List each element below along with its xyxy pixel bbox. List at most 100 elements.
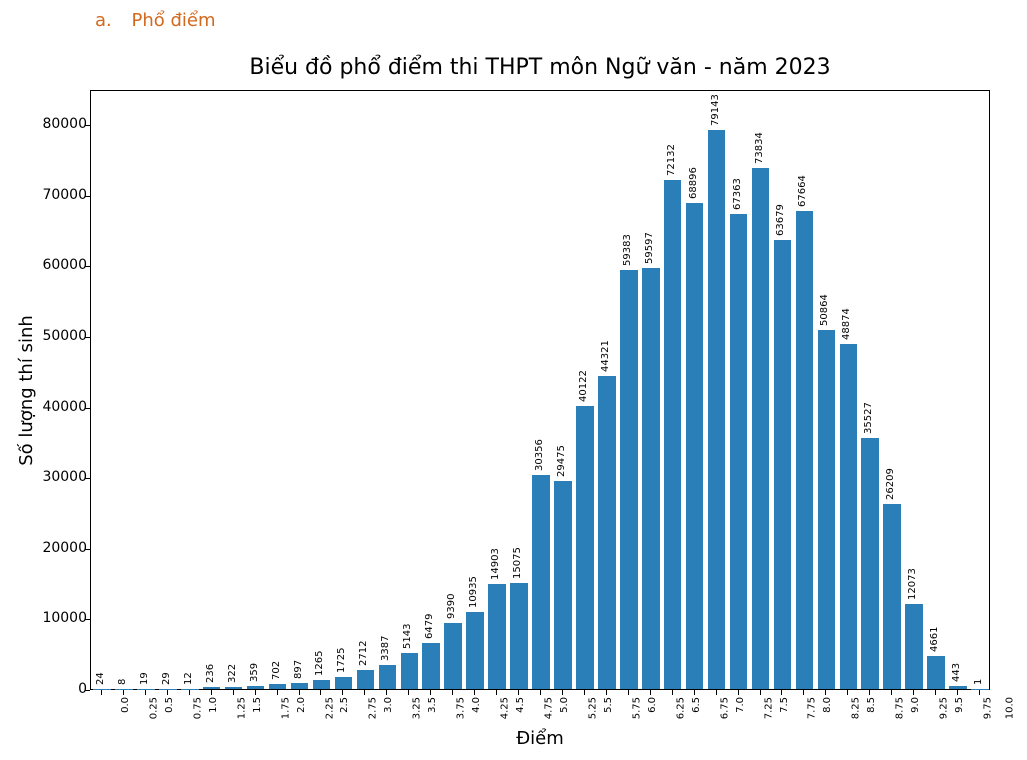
- x-tick-mark: [562, 690, 563, 695]
- bar-value-label: 48874: [841, 308, 852, 340]
- bar-value-label: 73834: [754, 132, 765, 164]
- bar-value-label: 236: [205, 664, 216, 683]
- x-tick-label: 0.25: [148, 697, 159, 719]
- bar-value-label: 24: [95, 672, 106, 685]
- x-tick-label: 8.0: [822, 697, 833, 713]
- x-tick-label: 7.25: [763, 697, 774, 719]
- x-tick-label: 0.5: [164, 697, 175, 713]
- section-heading: a. Phổ điểm: [95, 10, 216, 31]
- x-tick-label: 9.0: [910, 697, 921, 713]
- bar: [686, 203, 704, 689]
- x-tick-label: 8.25: [851, 697, 862, 719]
- bar: [247, 686, 265, 689]
- x-tick-label: 7.0: [735, 697, 746, 713]
- bar: [93, 689, 111, 690]
- x-tick-mark: [957, 690, 958, 695]
- x-tick-label: 1.5: [252, 697, 263, 713]
- bar: [927, 656, 945, 689]
- x-tick-mark: [760, 690, 761, 695]
- x-tick-mark: [474, 690, 475, 695]
- bar-value-label: 29475: [556, 445, 567, 477]
- bar: [203, 687, 221, 689]
- bar-value-label: 4661: [929, 627, 940, 652]
- x-tick-mark: [123, 690, 124, 695]
- bar-value-label: 12073: [907, 568, 918, 600]
- x-tick-label: 1.25: [236, 697, 247, 719]
- x-tick-label: 5.75: [631, 697, 642, 719]
- x-tick-mark: [233, 690, 234, 695]
- x-tick-label: 0.75: [192, 697, 203, 719]
- bar: [444, 623, 462, 689]
- bar-value-label: 5143: [402, 623, 413, 648]
- x-tick-mark: [913, 690, 914, 695]
- x-tick-label: 4.75: [543, 697, 554, 719]
- x-tick-label: 4.25: [499, 697, 510, 719]
- bar-value-label: 63679: [775, 204, 786, 236]
- y-tick-label: 20000: [17, 540, 87, 556]
- bar-value-label: 79143: [710, 95, 721, 127]
- bar: [379, 665, 397, 689]
- bar-value-label: 322: [227, 664, 238, 683]
- x-tick-label: 0.0: [120, 697, 131, 713]
- x-tick-label: 8.75: [895, 697, 906, 719]
- bar-value-label: 30356: [534, 439, 545, 471]
- bar-value-label: 2712: [358, 640, 369, 665]
- bar-value-label: 1725: [336, 647, 347, 672]
- bar: [466, 612, 484, 689]
- x-tick-mark: [430, 690, 431, 695]
- x-tick-mark: [101, 690, 102, 695]
- x-tick-label: 3.25: [412, 697, 423, 719]
- bar-value-label: 50864: [819, 294, 830, 326]
- section-title: Phổ điểm: [132, 10, 216, 31]
- bar-value-label: 67363: [732, 178, 743, 210]
- x-tick-mark: [518, 690, 519, 695]
- bar: [620, 270, 638, 689]
- bar: [818, 330, 836, 689]
- x-tick-label: 8.5: [866, 697, 877, 713]
- bar: [883, 504, 901, 689]
- x-tick-label: 9.25: [938, 697, 949, 719]
- y-tick-label: 50000: [17, 328, 87, 344]
- x-tick-mark: [716, 690, 717, 695]
- x-axis-label: Điểm: [90, 728, 990, 749]
- chart-title: Biểu đồ phổ điểm thi THPT môn Ngữ văn - …: [90, 55, 990, 80]
- bar-value-label: 6479: [424, 614, 435, 639]
- bar-value-label: 8: [117, 679, 128, 685]
- bar: [269, 684, 287, 689]
- x-tick-mark: [825, 690, 826, 695]
- bar-value-label: 10935: [468, 576, 479, 608]
- bar-value-label: 443: [951, 663, 962, 682]
- bar: [554, 481, 572, 689]
- x-tick-label: 4.5: [515, 697, 526, 713]
- bar: [905, 604, 923, 689]
- y-tick-label: 30000: [17, 469, 87, 485]
- y-tick-label: 0: [17, 681, 87, 697]
- x-tick-label: 3.0: [383, 697, 394, 713]
- x-tick-mark: [167, 690, 168, 695]
- bar-value-label: 40122: [578, 370, 589, 402]
- x-tick-mark: [496, 690, 497, 695]
- bar: [598, 376, 616, 689]
- x-tick-mark: [452, 690, 453, 695]
- bar-value-label: 29: [161, 672, 172, 685]
- bar: [861, 438, 879, 689]
- x-tick-label: 2.75: [368, 697, 379, 719]
- x-tick-label: 7.5: [778, 697, 789, 713]
- bar-value-label: 59383: [622, 234, 633, 266]
- bar-value-label: 68896: [688, 167, 699, 199]
- bar-value-label: 26209: [885, 468, 896, 500]
- bar-value-label: 12: [183, 672, 194, 685]
- chart-plot-area: 2481929122363223597028971265172527123387…: [90, 90, 990, 690]
- y-tick-label: 70000: [17, 187, 87, 203]
- x-tick-label: 6.5: [691, 697, 702, 713]
- x-tick-mark: [299, 690, 300, 695]
- bar-value-label: 19: [139, 672, 150, 685]
- section-letter: a.: [95, 10, 112, 31]
- y-axis-label: Số lượng thí sinh: [15, 90, 37, 690]
- x-tick-mark: [584, 690, 585, 695]
- bar-value-label: 3387: [380, 636, 391, 661]
- x-tick-label: 9.5: [954, 697, 965, 713]
- x-tick-label: 7.75: [807, 697, 818, 719]
- bar: [708, 130, 726, 689]
- bar: [137, 689, 155, 690]
